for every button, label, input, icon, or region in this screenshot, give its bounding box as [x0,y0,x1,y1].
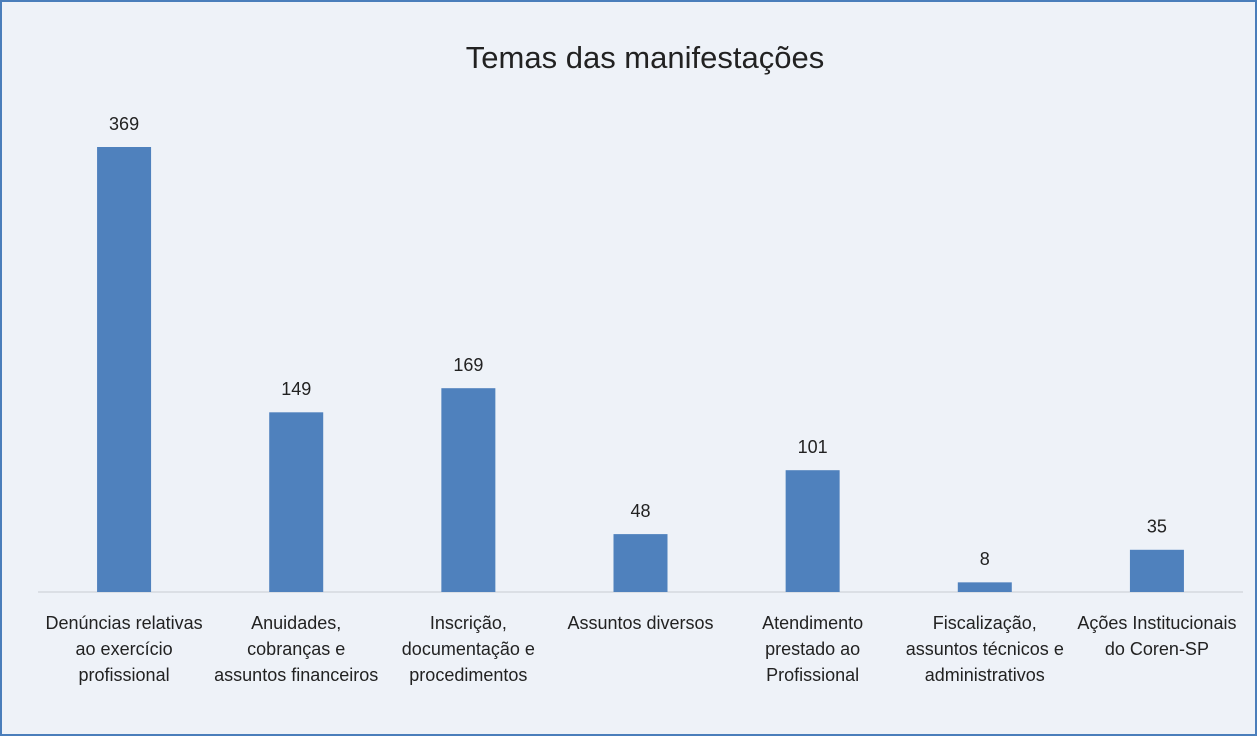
bar [613,534,668,592]
x-tick-label: Atendimento prestado ao Profissional [762,613,864,685]
bar [957,582,1012,592]
x-tick-label: Fiscalização, assuntos técnicos e admini… [905,613,1064,685]
value-label: 8 [980,549,990,569]
value-label: 101 [798,437,828,457]
value-label: 35 [1147,517,1167,537]
bar [785,470,840,592]
value-label: 48 [630,501,650,521]
x-tick-label: Denúncias relativas ao exercício profiss… [45,613,203,685]
value-label: 369 [109,114,139,134]
bar [269,412,324,592]
value-label: 169 [453,355,483,375]
bar [97,147,152,592]
chart-title: Temas das manifestações [466,40,824,75]
x-tick-label: Assuntos diversos [567,613,714,633]
x-tick-label: Ações Institucionais do Coren-SP [1077,613,1237,659]
x-tick-label: Inscrição, documentação e procedimentos [401,613,535,685]
value-label: 149 [281,379,311,399]
bar [441,388,496,592]
x-tick-label: Anuidades, cobranças e assuntos financei… [214,613,379,685]
bar [1129,549,1184,592]
